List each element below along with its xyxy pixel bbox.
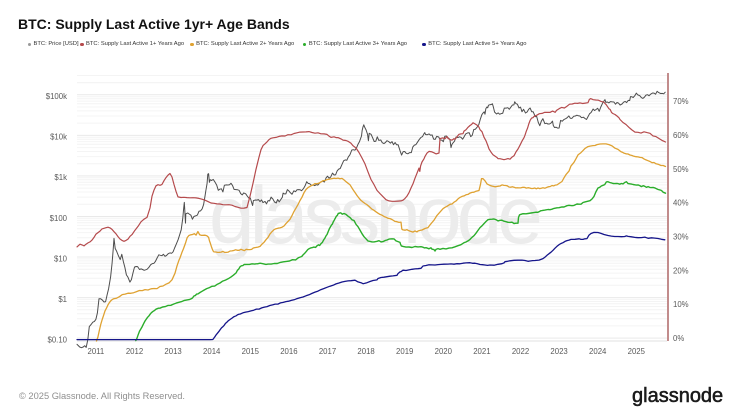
svg-text:2011: 2011 <box>88 347 105 356</box>
svg-text:40%: 40% <box>673 199 689 208</box>
svg-text:2025: 2025 <box>628 347 646 356</box>
svg-text:$100k: $100k <box>46 92 67 101</box>
svg-text:$10: $10 <box>54 254 68 263</box>
svg-text:2021: 2021 <box>473 347 490 356</box>
svg-text:50%: 50% <box>673 165 689 174</box>
svg-text:70%: 70% <box>673 97 689 106</box>
svg-text:2024: 2024 <box>589 347 607 356</box>
svg-text:$0.10: $0.10 <box>47 335 67 344</box>
svg-text:2015: 2015 <box>242 347 260 356</box>
svg-text:2023: 2023 <box>550 347 567 356</box>
svg-text:0%: 0% <box>673 334 684 343</box>
svg-text:60%: 60% <box>673 131 689 140</box>
svg-text:2017: 2017 <box>319 347 336 356</box>
svg-text:2020: 2020 <box>435 347 453 356</box>
svg-text:2012: 2012 <box>126 347 143 356</box>
svg-text:30%: 30% <box>673 233 689 242</box>
svg-text:2013: 2013 <box>164 347 181 356</box>
svg-text:$1k: $1k <box>54 173 67 182</box>
svg-text:$100: $100 <box>50 214 68 223</box>
svg-text:2018: 2018 <box>357 347 374 356</box>
svg-text:2014: 2014 <box>203 347 221 356</box>
svg-text:$10k: $10k <box>50 133 67 142</box>
svg-text:2022: 2022 <box>512 347 529 356</box>
svg-text:2019: 2019 <box>396 347 413 356</box>
svg-text:$1: $1 <box>58 295 67 304</box>
svg-text:10%: 10% <box>673 300 689 309</box>
svg-text:2016: 2016 <box>280 347 297 356</box>
svg-text:20%: 20% <box>673 266 689 275</box>
